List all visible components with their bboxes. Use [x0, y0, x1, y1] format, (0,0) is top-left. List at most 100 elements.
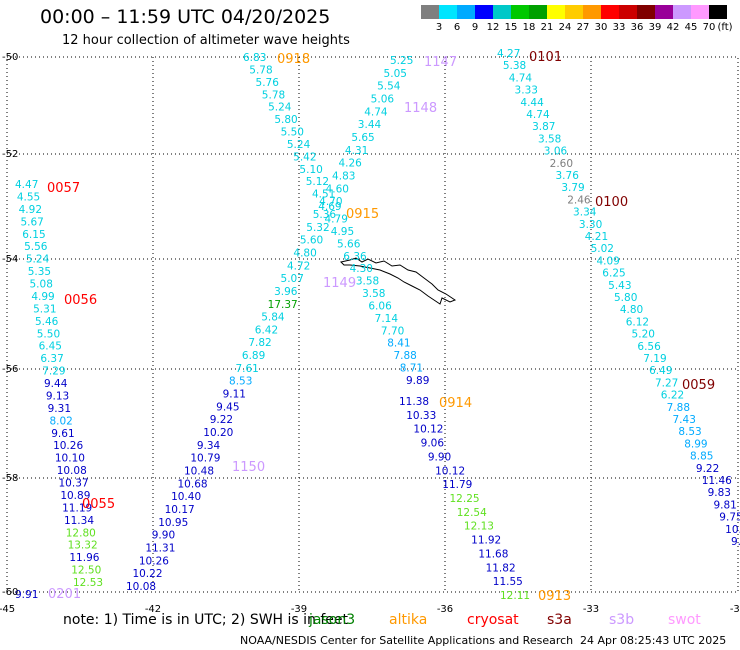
wave-height-value: 13.32	[68, 540, 98, 552]
longitude-tick-label: -39	[291, 604, 307, 615]
pass-time-label: 1149	[323, 276, 356, 291]
wave-height-value: 7.61	[235, 363, 258, 375]
wave-height-value: 5.24	[268, 102, 292, 114]
colorbar-label: 36	[630, 22, 644, 33]
longitude-tick-label: -30	[730, 604, 740, 615]
wave-height-value: 5.07	[281, 273, 304, 285]
wave-height-value: 5.12	[306, 176, 329, 188]
wave-height-value: 6.12	[626, 316, 649, 328]
wave-height-value: 5.67	[20, 216, 43, 228]
wave-height-value: 6.89	[242, 350, 265, 362]
credit-text: NOAA/NESDIS Center for Satellite Applica…	[240, 634, 574, 647]
wave-height-value: 3.58	[356, 276, 379, 288]
wave-height-value: 6.45	[39, 341, 62, 353]
wave-height-value: 4.55	[17, 191, 40, 203]
colorbar-swatch	[529, 5, 547, 19]
latitude-tick-label: -50	[2, 52, 18, 63]
wave-height-value: 4.74	[509, 72, 533, 84]
wave-height-value: 3.76	[556, 170, 580, 182]
colorbar-swatch	[655, 5, 673, 19]
pass-time-label: 0201	[48, 587, 81, 602]
wave-height-value: 5.78	[262, 89, 285, 101]
wave-height-value: 10.08	[57, 465, 87, 477]
wave-height-value: 9.	[731, 536, 740, 548]
wave-height-value: 4.74	[364, 106, 388, 118]
colorbar-swatch	[511, 5, 529, 19]
colorbar-label: 6	[453, 22, 461, 33]
wave-height-value: 11.38	[399, 396, 429, 408]
wave-height-value: 4.21	[585, 231, 608, 243]
wave-height-value: 7.14	[375, 313, 399, 325]
wave-height-value: 7.88	[393, 350, 416, 362]
colorbar-label: 3	[435, 22, 443, 33]
colorbar-swatch	[691, 5, 709, 19]
pass-time-label: 0100	[595, 195, 628, 210]
wave-height-value: 7.19	[643, 353, 666, 365]
wave-height-value: 10.17	[165, 504, 195, 516]
latitude-tick-label: -52	[2, 149, 18, 160]
wave-height-value: 4.80	[293, 247, 316, 259]
wave-height-value: 17.37	[268, 299, 298, 311]
colorbar-swatch	[547, 5, 565, 19]
wave-height-value: 6.36	[343, 251, 367, 263]
wave-height-value: 7.88	[667, 402, 690, 414]
wave-height-value: 10.10	[55, 453, 85, 465]
pass-time-label: 0056	[64, 293, 97, 308]
wave-height-value: 9.89	[406, 375, 429, 387]
generated-timestamp: 24 Apr 08:25:43 UTC 2025	[580, 634, 727, 647]
wave-height-value: 9.90	[152, 530, 175, 542]
wave-height-value: 8.99	[684, 438, 707, 450]
pass-time-label: 1147	[424, 55, 457, 70]
pass-time-label: 0914	[439, 396, 472, 411]
wave-height-value: 11.31	[145, 543, 175, 555]
wave-height-value: 11.46	[702, 475, 732, 487]
longitude-tick-label: -45	[0, 604, 15, 615]
pass-time-labels: 0057 0056 0055 0918 0915 0914 0913 1147 1148 1149…	[15, 50, 715, 604]
pass-time-label: 0059	[682, 378, 715, 393]
satellite-legend-s3a: s3a	[547, 612, 572, 628]
colorbar-label: 33	[612, 22, 626, 33]
wave-height-value: 10.12	[435, 465, 465, 477]
wave-height-value: 5.24	[287, 139, 311, 151]
wave-height-value: 8.41	[387, 338, 410, 350]
wave-height-value: 3.96	[274, 286, 298, 298]
colorbar-swatch	[637, 5, 655, 19]
wave-height-value: 5.24	[26, 254, 50, 266]
wave-height-value: 3.44	[358, 119, 382, 131]
footer-note: note: 1) Time is in UTC; 2) SWH is in fe…	[63, 612, 349, 628]
wave-height-value: 9.61	[51, 428, 74, 440]
wave-height-value: 5.60	[300, 235, 323, 247]
wave-height-value: 12.53	[73, 577, 103, 589]
wave-height-value: 3.87	[532, 121, 555, 133]
colorbar-swatch	[493, 5, 511, 19]
wave-height-value: 6.25	[602, 268, 625, 280]
wave-height-value: 5.25	[390, 55, 413, 67]
wave-height-value: 10.26	[139, 555, 169, 567]
colorbar-swatch	[601, 5, 619, 19]
wave-height-value: 4.72	[287, 260, 310, 272]
wave-height-value: 6.83	[243, 52, 266, 64]
pass-time-label: 0057	[47, 181, 80, 196]
pass-time-label: 0915	[346, 207, 379, 222]
wave-height-value: 5.08	[30, 279, 53, 291]
wave-height-value: 5.35	[28, 266, 51, 278]
wave-height-value: 7.82	[248, 337, 271, 349]
colorbar-unit: (ft)	[717, 22, 733, 33]
wave-height-value: 9.31	[48, 403, 71, 415]
wave-height-value: 4.51	[312, 189, 335, 201]
south-georgia-coastline	[340, 257, 457, 305]
satellite-legend-jason3: jason3	[309, 612, 356, 628]
wave-height-value: 7.29	[42, 366, 65, 378]
pass-time-label: 0918	[277, 52, 310, 67]
wave-height-value: 10.20	[203, 427, 233, 439]
wave-height-value: 9.34	[197, 440, 221, 452]
wave-height-value: 5.84	[261, 312, 285, 324]
map-title: 00:00 – 11:59 UTC 04/20/2025	[40, 6, 331, 28]
pass-time-label: 0101	[529, 50, 562, 65]
wave-height-value: 10.40	[171, 491, 201, 503]
wave-height-value: 3.34	[573, 207, 597, 219]
wave-height-value: 6.22	[661, 390, 684, 402]
wave-height-value: 10.12	[413, 424, 443, 436]
map-subtitle: 12 hour collection of altimeter wave hei…	[62, 33, 350, 48]
